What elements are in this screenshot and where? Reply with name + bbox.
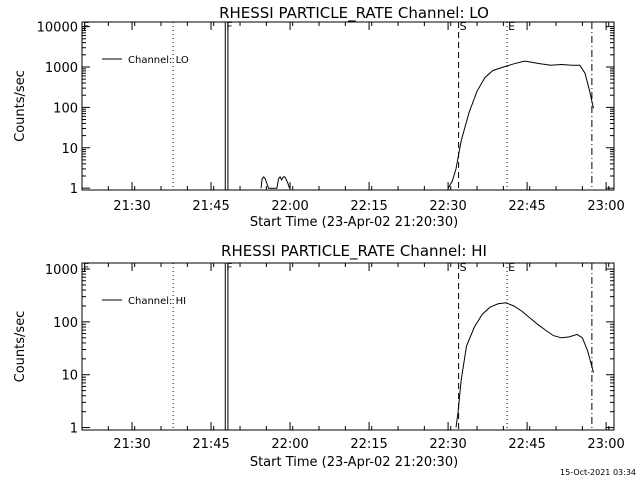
x-tick-label: 22:00 bbox=[271, 437, 308, 452]
y-tick-label: 10000 bbox=[37, 21, 78, 36]
x-tick-label: 22:15 bbox=[350, 199, 387, 214]
x-tick-label: 22:45 bbox=[508, 437, 545, 452]
chart-panel-hi: RHESSI PARTICLE_RATE Channel: HI 21:30 21:… bbox=[13, 242, 625, 470]
x-axis-label: Start Time (23-Apr-02 21:20:30) bbox=[250, 455, 458, 470]
x-tick-label: 21:45 bbox=[192, 199, 229, 214]
y-tick-label: 1000 bbox=[45, 61, 78, 76]
x-tick-label: 22:45 bbox=[508, 199, 545, 214]
x-tick-label: 21:45 bbox=[192, 437, 229, 452]
x-axis-label: Start Time (23-Apr-02 21:20:30) bbox=[250, 215, 458, 230]
chart-panel-lo: RHESSI PARTICLE_RATE Channel: LO 21:30 21:… bbox=[13, 4, 625, 230]
y-tick-label: 1 bbox=[70, 182, 78, 197]
series-line bbox=[455, 302, 594, 428]
marker-label: F bbox=[83, 261, 89, 274]
chart-title: RHESSI PARTICLE_RATE Channel: HI bbox=[221, 242, 487, 261]
y-tick-label: 1 bbox=[70, 422, 78, 437]
y-tick-label: 10 bbox=[61, 369, 78, 384]
marker-label: F bbox=[226, 261, 232, 274]
marker-label: S bbox=[460, 261, 467, 274]
chart-title: RHESSI PARTICLE_RATE Channel: LO bbox=[219, 4, 489, 23]
y-tick-label: 100 bbox=[53, 316, 78, 331]
x-tick-label: 22:00 bbox=[271, 199, 308, 214]
marker-label: S bbox=[460, 20, 467, 33]
x-tick-label: 23:00 bbox=[587, 199, 624, 214]
y-axis-label: Counts/sec bbox=[13, 70, 28, 142]
x-tick-label: 22:30 bbox=[429, 199, 466, 214]
marker-label: F bbox=[226, 20, 232, 33]
marker-label: F bbox=[83, 20, 89, 33]
x-tick-label: 22:15 bbox=[350, 437, 387, 452]
timestamp-label: 15-Oct-2021 03:34 bbox=[560, 468, 636, 477]
y-axis-label: Counts/sec bbox=[13, 311, 28, 383]
legend-label: Channel: LO bbox=[128, 55, 189, 66]
legend-label: Channel: HI bbox=[128, 296, 186, 307]
marker-label: E bbox=[508, 20, 515, 33]
y-tick-label: 10 bbox=[61, 142, 78, 157]
x-tick-label: 23:00 bbox=[587, 437, 624, 452]
x-tick-label: 21:30 bbox=[113, 437, 150, 452]
x-tick-label: 22:30 bbox=[429, 437, 466, 452]
y-tick-label: 1000 bbox=[45, 263, 78, 278]
y-tick-label: 100 bbox=[53, 101, 78, 116]
marker-label: E bbox=[508, 261, 515, 274]
plot-frame bbox=[81, 21, 615, 191]
series-line bbox=[260, 60, 594, 189]
plot-frame bbox=[81, 262, 615, 431]
x-tick-label: 21:30 bbox=[113, 199, 150, 214]
